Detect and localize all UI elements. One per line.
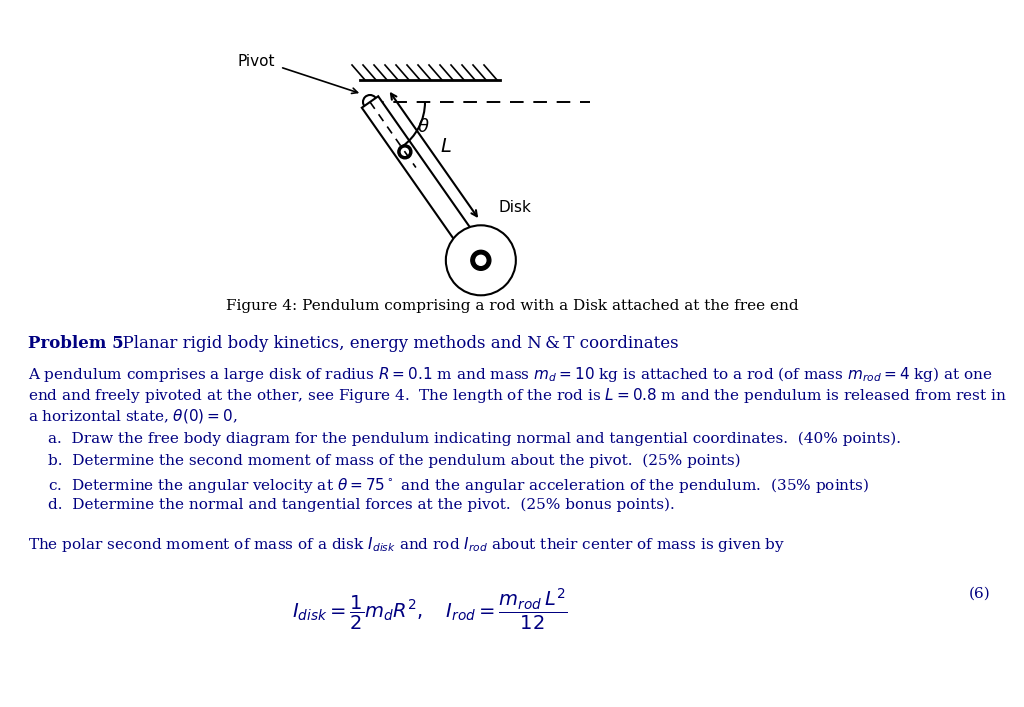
Text: c.  Determine the angular velocity at $\theta = 75^\circ$ and the angular accele: c. Determine the angular velocity at $\t… <box>48 476 869 495</box>
Text: $\theta$: $\theta$ <box>417 118 429 136</box>
Text: end and freely pivoted at the other, see Figure 4.  The length of the rod is $L : end and freely pivoted at the other, see… <box>28 386 1007 405</box>
Text: A pendulum comprises a large disk of radius $R = 0.1$ m and mass $m_d = 10$ kg i: A pendulum comprises a large disk of rad… <box>28 365 993 384</box>
Circle shape <box>471 250 490 270</box>
Polygon shape <box>361 96 470 239</box>
Text: Problem 5: Problem 5 <box>28 335 124 352</box>
Text: a.  Draw the free body diagram for the pendulum indicating normal and tangential: a. Draw the free body diagram for the pe… <box>48 432 901 446</box>
Circle shape <box>398 145 412 159</box>
Text: b.  Determine the second moment of mass of the pendulum about the pivot.  (25% p: b. Determine the second moment of mass o… <box>48 454 740 469</box>
Text: d.  Determine the normal and tangential forces at the pivot.  (25% bonus points): d. Determine the normal and tangential f… <box>48 498 675 513</box>
Text: Pivot: Pivot <box>238 54 275 69</box>
Text: $L$: $L$ <box>440 137 452 156</box>
Circle shape <box>362 95 377 109</box>
Text: a horizontal state, $\theta(0) = 0$,: a horizontal state, $\theta(0) = 0$, <box>28 407 238 425</box>
Text: Figure 4: Pendulum comprising a rod with a Disk attached at the free end: Figure 4: Pendulum comprising a rod with… <box>225 299 799 313</box>
Circle shape <box>476 255 485 265</box>
Circle shape <box>401 148 409 156</box>
Text: Disk: Disk <box>499 200 531 216</box>
Text: The polar second moment of mass of a disk $I_{disk}$ and rod $I_{rod}$ about the: The polar second moment of mass of a dis… <box>28 535 785 554</box>
Text: (6): (6) <box>969 587 990 601</box>
Text: Planar rigid body kinetics, energy methods and N & T coordinates: Planar rigid body kinetics, energy metho… <box>112 335 679 352</box>
Circle shape <box>445 226 516 296</box>
Text: $I_{disk} = \dfrac{1}{2}m_d R^2, \quad I_{rod} = \dfrac{m_{rod}\,L^2}{12}$: $I_{disk} = \dfrac{1}{2}m_d R^2, \quad I… <box>292 587 567 632</box>
